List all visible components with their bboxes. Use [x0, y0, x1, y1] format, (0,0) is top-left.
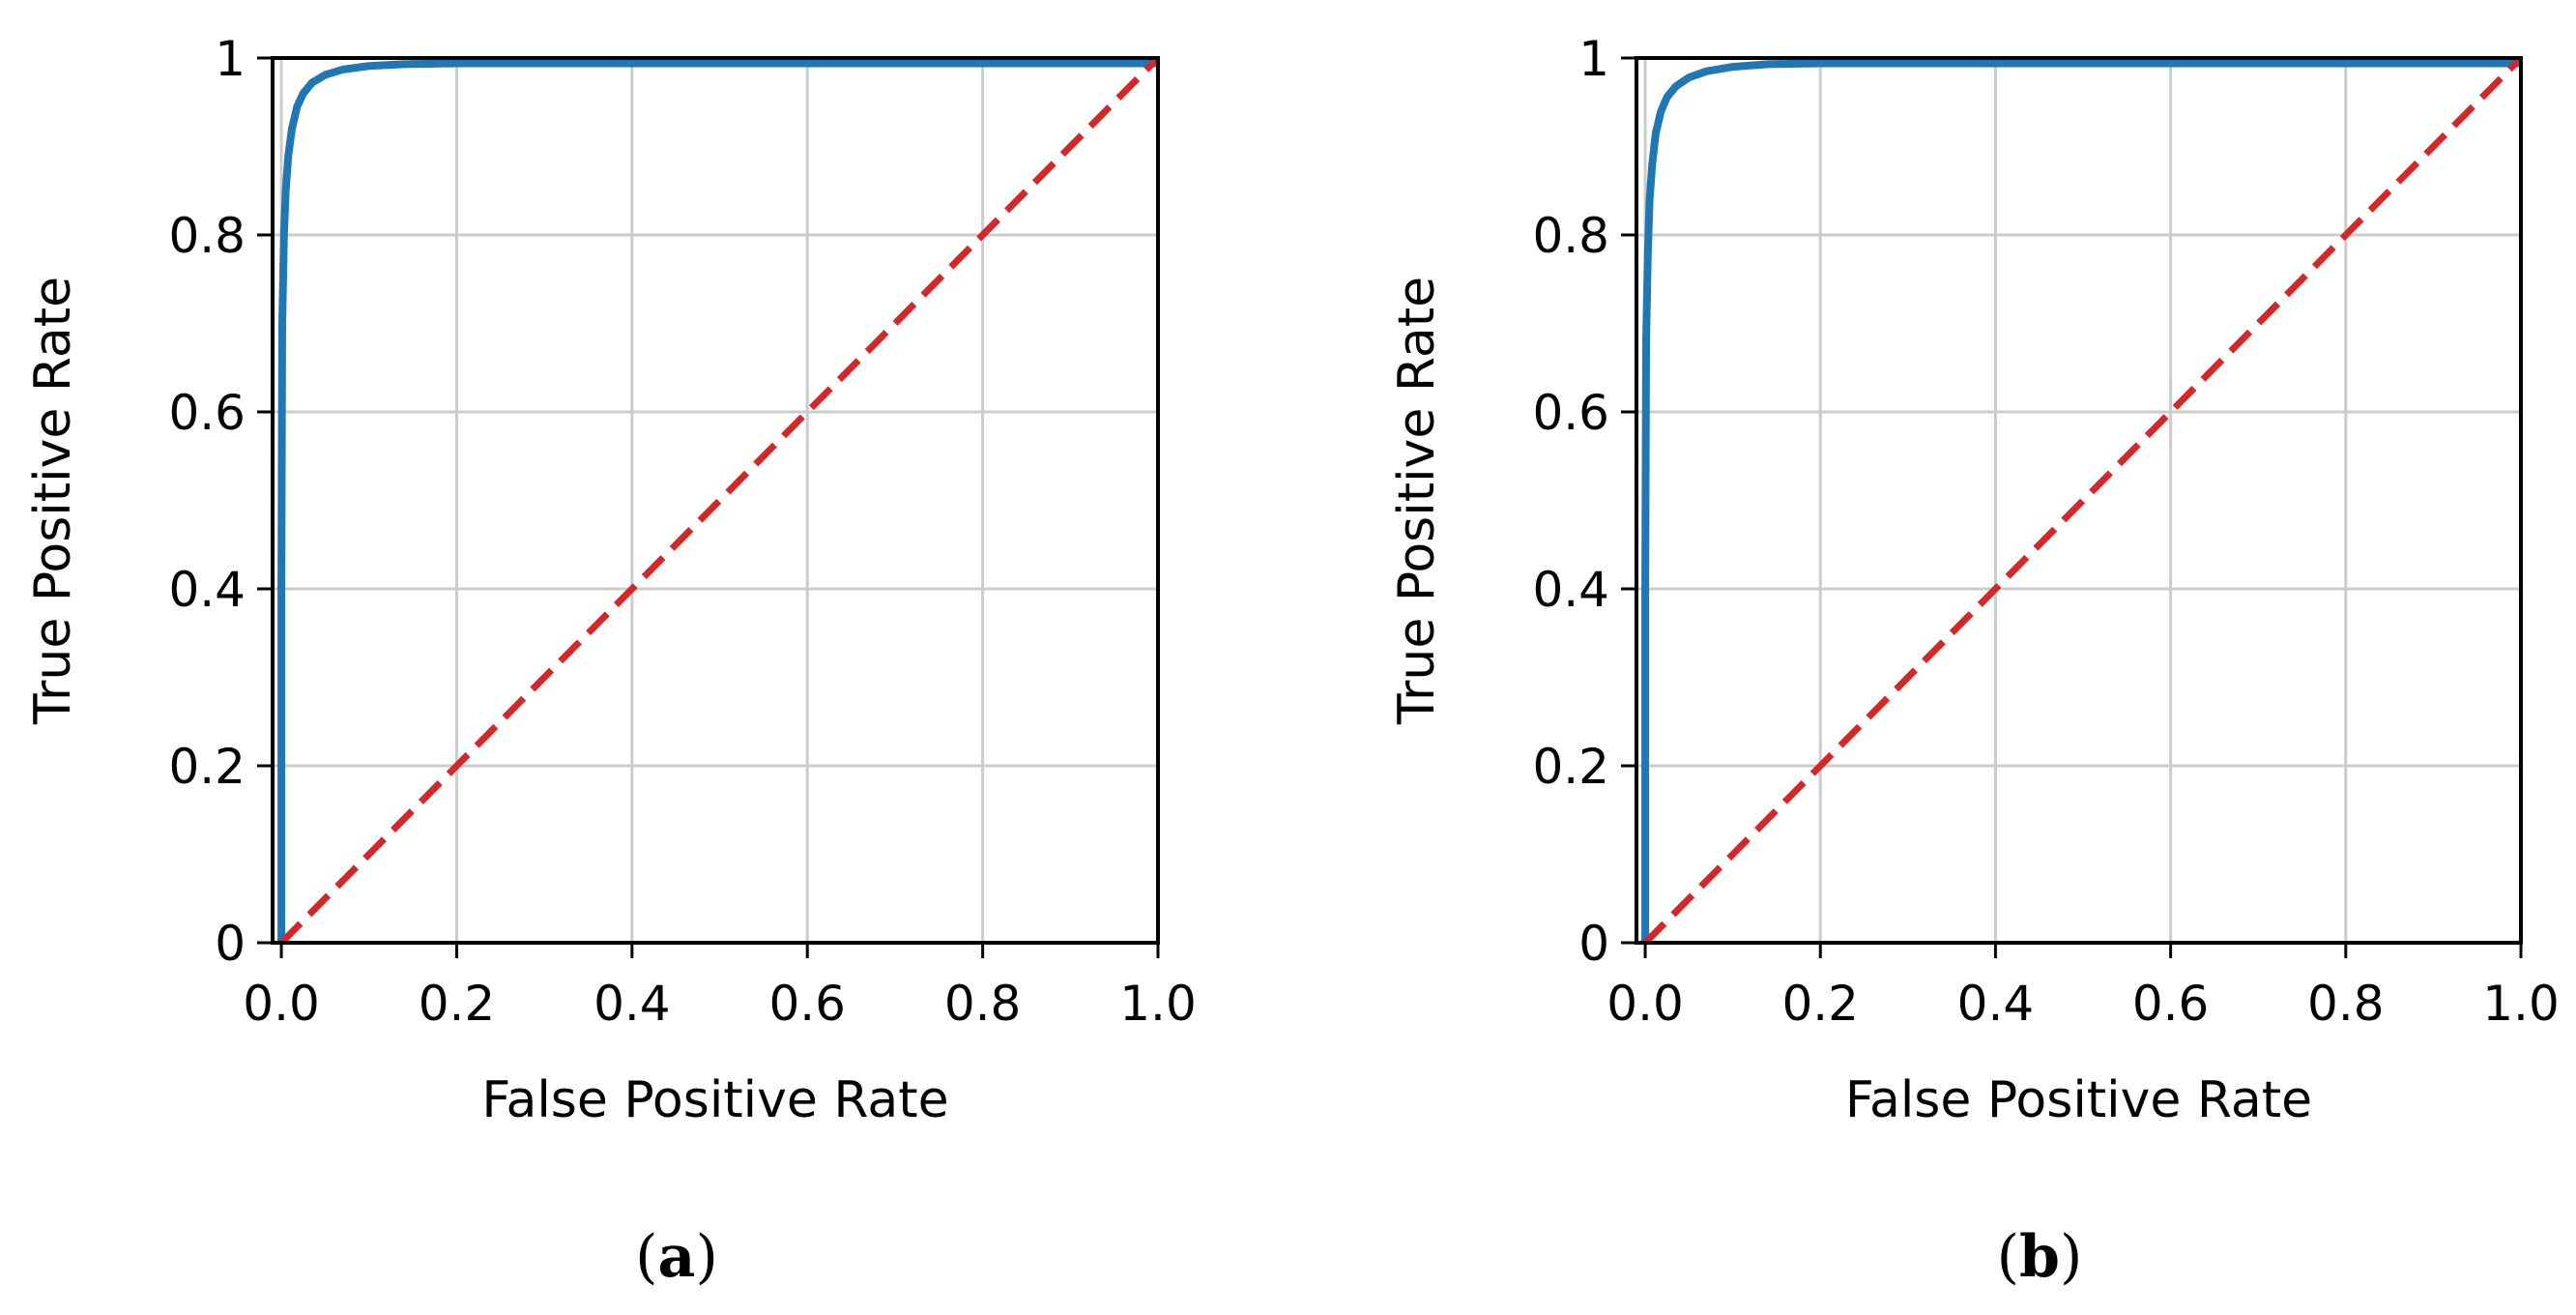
x-axis-title: False Positive Rate	[1845, 1071, 2312, 1129]
y-tick-label: 0.4	[1532, 562, 1609, 618]
y-tick-label: 0	[1578, 916, 1609, 972]
panel-label-open: (	[1997, 1223, 2019, 1291]
roc-curve	[1641, 59, 2521, 943]
x-tick-label: 0.0	[1606, 976, 1684, 1032]
y-tick-label: 0.8	[1532, 208, 1609, 264]
x-tick-label: 0.6	[768, 976, 846, 1032]
panel-label-open: (	[635, 1223, 657, 1291]
y-tick-label: 1	[1578, 31, 1609, 87]
x-tick-label: 0.6	[2132, 976, 2210, 1032]
y-tick-label: 0.4	[168, 562, 246, 618]
plot-area	[1641, 58, 2521, 943]
panel-label: (a)	[635, 1223, 718, 1291]
x-tick-label: 0.0	[243, 976, 320, 1032]
panel-a: 0.0 0.2 0.4 0.6 0.8 1.0 0 0.2 0.4 0.6 0.8 1 False Po…	[24, 31, 1197, 1291]
x-tick-label: 0.2	[419, 976, 496, 1032]
x-tick-label: 0.8	[2307, 976, 2385, 1032]
panel-label-letter: b	[2019, 1223, 2060, 1291]
axes-frame	[1635, 56, 2523, 945]
y-tick-label: 0.8	[168, 208, 246, 264]
panel-label-close: )	[695, 1223, 717, 1291]
y-axis-title: True Positive Rate	[24, 277, 82, 725]
axes-frame	[271, 56, 1160, 945]
x-tick-label: 0.4	[593, 976, 671, 1032]
x-tick-label: 0.4	[1957, 976, 2035, 1032]
plot-area	[277, 58, 1158, 943]
panel-label: (b)	[1997, 1223, 2083, 1291]
y-tick-label: 0.6	[1532, 385, 1609, 441]
panel-b: 0.0 0.2 0.4 0.6 0.8 1.0 0 0.2 0.4 0.6 0.8 1 False Po…	[1388, 31, 2560, 1291]
y-tick-label: 1	[215, 31, 246, 87]
roc-curve	[277, 59, 1158, 943]
x-tick-label: 1.0	[2482, 976, 2560, 1032]
panel-label-letter: a	[658, 1223, 696, 1291]
y-tick-label: 0.6	[168, 385, 246, 441]
x-tick-label: 1.0	[1119, 976, 1197, 1032]
x-axis-title: False Positive Rate	[481, 1071, 948, 1129]
y-axis-title: True Positive Rate	[1388, 277, 1446, 725]
y-tick-label: 0.2	[1532, 739, 1609, 795]
chance-line	[278, 58, 1158, 943]
x-tick-label: 0.2	[1781, 976, 1859, 1032]
chance-line	[1642, 58, 2521, 943]
y-tick-label: 0	[215, 916, 246, 972]
panel-label-close: )	[2060, 1223, 2082, 1291]
y-tick-label: 0.2	[168, 739, 246, 795]
x-tick-label: 0.8	[944, 976, 1022, 1032]
